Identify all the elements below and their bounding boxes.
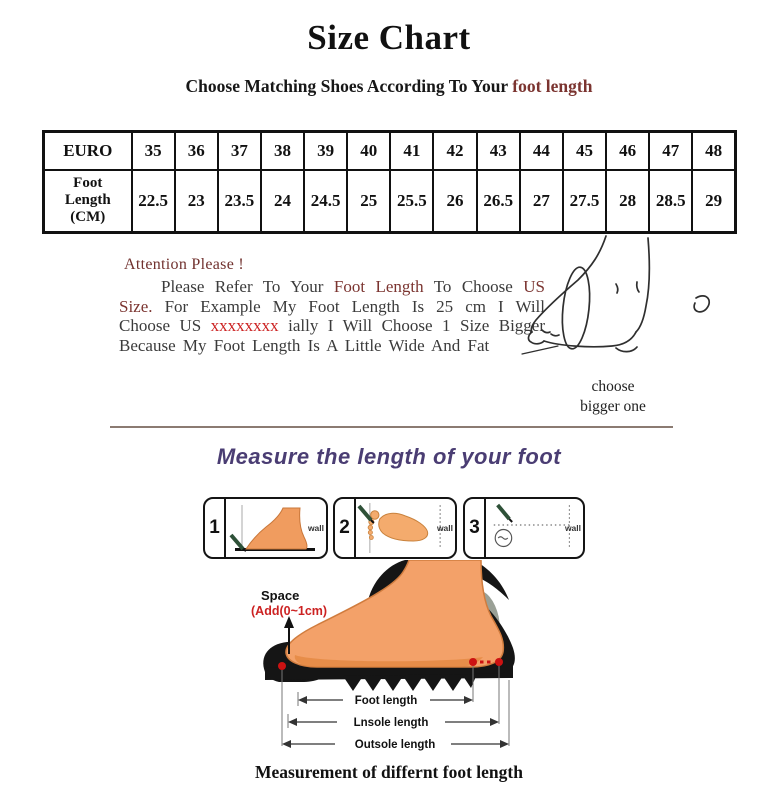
space-label: Space <box>261 588 299 603</box>
choose-bigger-note-line1: choose <box>591 378 635 395</box>
measure-heading: Measure the length of your foot <box>216 444 562 469</box>
subtitle-highlight: foot length <box>512 76 593 96</box>
foot-length-cell-2: 23.5 <box>216 168 262 234</box>
foot-length-row: Foot Length (CM) 22.5 23 23.5 24 24.5 25 25.5 26… <box>42 168 737 234</box>
euro-size-cell-6: 41 <box>389 130 435 171</box>
euro-size-cell-3: 38 <box>259 130 306 171</box>
euro-size-cell-2: 37 <box>216 130 262 171</box>
foot-length-row-label: Foot Length (CM) <box>42 168 133 234</box>
foot-length-cell-0: 22.5 <box>130 168 176 234</box>
attention-heading: Attention Please ! <box>124 256 245 273</box>
step-3-measure-distance-icon <box>493 503 571 548</box>
foot-length-cell-7: 26 <box>432 168 478 234</box>
foot-length-label: Foot length <box>355 695 418 707</box>
wall-label-1: wall <box>307 523 324 533</box>
sketch-tape-curl <box>693 295 711 313</box>
sketch-toe-arc-2 <box>550 333 560 337</box>
foot-length-cell-5: 25 <box>346 168 392 234</box>
euro-row-label: EURO <box>42 130 133 171</box>
wall-label-2: wall <box>436 523 453 533</box>
foot-tape-sketch-illustration <box>521 235 711 355</box>
euro-size-cell-7: 42 <box>432 130 478 171</box>
foot-measure-illustration: Space (Add(0~1cm) Foot length Lnsole len… <box>251 560 515 751</box>
foot-length-cell-12: 28.5 <box>648 168 694 234</box>
euro-row: EURO 35 36 37 38 39 40 41 42 43 44 45 46 47 48 <box>42 130 737 171</box>
attention-text-segment-3: US Size. <box>119 277 545 316</box>
sketch-toe-arc-1 <box>541 329 551 334</box>
attention-text-segment-5: xxxxxxxx <box>210 316 279 335</box>
measurement-caption: Measurement of differnt foot length <box>255 762 523 782</box>
euro-size-cell-5: 40 <box>346 130 392 171</box>
foot-length-cell-10: 27.5 <box>561 168 608 234</box>
choose-bigger-note-line2: bigger one <box>580 398 646 415</box>
wall-label-3: wall <box>564 523 581 533</box>
section-divider <box>110 426 673 428</box>
step-number-2: 2 <box>335 499 356 557</box>
euro-size-cell-0: 35 <box>130 130 176 171</box>
sketch-pointer-line <box>521 345 559 355</box>
attention-text-segment-0: Please Refer To Your <box>161 277 334 296</box>
sketch-heel-curl <box>615 346 638 353</box>
outsole-length-label: Outsole length <box>355 739 436 751</box>
foot-length-cell-11: 28 <box>605 168 651 234</box>
euro-size-cell-8: 43 <box>475 130 521 171</box>
attention-text-segment-1: Foot Length <box>333 277 424 296</box>
step-panel-2: 2 wall <box>333 497 457 559</box>
subtitle: Choose Matching Shoes According To Your … <box>0 76 778 97</box>
sketch-ankle-mark-2 <box>635 281 640 293</box>
foot-length-cell-1: 23 <box>173 168 219 234</box>
sketch-ankle-mark-1 <box>615 283 619 294</box>
sketch-toe-line <box>527 331 545 345</box>
step-illustration-1: wall <box>226 499 326 557</box>
sketch-tape-loop <box>561 266 591 350</box>
foot-length-cell-4: 24.5 <box>303 168 349 234</box>
foot-length-cell-6: 25.5 <box>389 168 435 234</box>
space-arrow-icon <box>284 616 294 628</box>
attention-paragraph: Please Refer To Your Foot Length To Choo… <box>119 277 545 355</box>
step-2-footprint-icon <box>357 503 441 553</box>
page-title: Size Chart <box>307 18 471 57</box>
subtitle-prefix: Choose Matching Shoes According To Your <box>185 76 513 96</box>
attention-text-segment-2: To Choose <box>423 277 524 296</box>
size-table-body: EURO 35 36 37 38 39 40 41 42 43 44 45 46 47 48 Foot Len… <box>42 130 737 234</box>
euro-size-cell-9: 44 <box>518 130 564 171</box>
sketch-instep-line <box>530 235 607 333</box>
euro-size-cell-12: 47 <box>648 130 694 171</box>
euro-size-cell-10: 45 <box>561 130 608 171</box>
step-illustration-3: wall <box>486 499 583 557</box>
step-panel-1: 1 wall <box>203 497 328 559</box>
foot-length-cell-9: 27 <box>518 168 564 234</box>
step-number-1: 1 <box>205 499 226 557</box>
choose-bigger-note: choose bigger one <box>548 377 678 417</box>
step-panel-3: 3 wall <box>463 497 585 559</box>
space-add-label: (Add(0~1cm) <box>251 604 327 618</box>
size-table: EURO 35 36 37 38 39 40 41 42 43 44 45 46 47 48 Foot Len… <box>42 130 737 234</box>
foot-length-cell-13: 29 <box>691 168 737 234</box>
attention-text-segment-4: For Example My Foot Length Is 25 cm I Wi… <box>119 296 545 336</box>
euro-size-cell-1: 36 <box>173 130 219 171</box>
attention-text-segment-6: ially I Will Choose 1 Size Bigger Becaus… <box>119 316 546 355</box>
insole-length-label: Lnsole length <box>354 717 429 729</box>
sketch-sole-line <box>543 331 637 348</box>
euro-size-cell-4: 39 <box>303 130 349 171</box>
step-1-foot-against-wall-icon <box>229 505 315 552</box>
foot-length-cell-3: 24 <box>259 168 306 234</box>
euro-size-cell-11: 46 <box>605 130 651 171</box>
euro-size-cell-13: 48 <box>691 130 737 171</box>
foot-length-cell-8: 26.5 <box>475 168 521 234</box>
step-number-3: 3 <box>465 499 486 557</box>
step-illustration-2: wall <box>356 499 455 557</box>
sketch-heel-line <box>635 237 651 333</box>
